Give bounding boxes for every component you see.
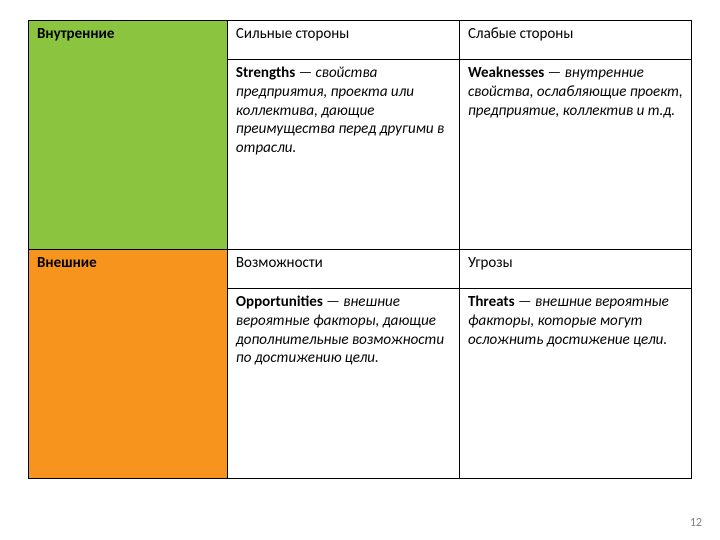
cell-strengths: Strengths — свойства предприятия, проект… — [227, 60, 459, 250]
row-label-internal: Внутренние — [29, 21, 228, 250]
term-weaknesses: Weaknesses — [468, 64, 544, 82]
term-strengths: Strengths — [236, 64, 295, 82]
col-head-weaknesses: Слабые стороны — [459, 21, 691, 60]
col-head-strengths: Сильные стороны — [227, 21, 459, 60]
col-head-threats: Угрозы — [459, 250, 691, 289]
cell-threats: Threats — внешние вероятные факторы, кот… — [459, 289, 691, 479]
slide: Внутренние Сильные стороны Слабые сторон… — [0, 0, 720, 540]
cell-weaknesses: Weaknesses — внутренние свойства, ослабл… — [459, 60, 691, 250]
col-head-opportunities: Возможности — [227, 250, 459, 289]
row-label-external: Внешние — [29, 250, 228, 479]
swot-table: Внутренние Сильные стороны Слабые сторон… — [28, 20, 692, 479]
page-number: 12 — [690, 516, 702, 530]
term-threats: Threats — [468, 293, 515, 311]
term-opportunities: Opportunities — [236, 293, 323, 311]
cell-opportunities: Opportunities — внешние вероятные фактор… — [227, 289, 459, 479]
